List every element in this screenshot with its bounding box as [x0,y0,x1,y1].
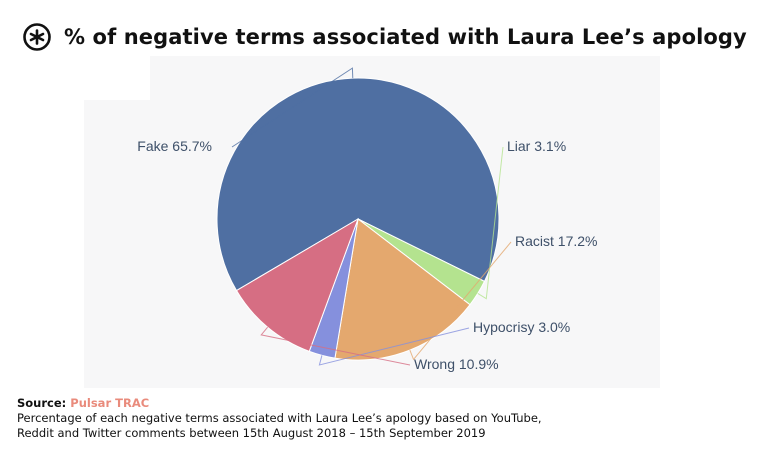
plot-background-left [84,100,150,388]
pie-leader-line [231,67,354,148]
pie-slice-label: Fake 65.7% [137,138,212,154]
pie-leader-line [260,326,411,366]
pie-leader-line [477,146,504,300]
pie-slice-label: Racist 17.2% [515,233,597,249]
header: % of negative terms associated with Laur… [22,19,747,55]
pie-slice-label: Wrong 10.9% [414,356,499,372]
source-label: Source: [17,396,67,410]
source-link[interactable]: Pulsar TRAC [70,396,150,410]
page-title: % of negative terms associated with Laur… [64,25,747,49]
pulsar-logo-icon [23,23,51,51]
pie-slice-label: Hypocrisy 3.0% [473,319,570,335]
caption-line-1: Percentage of each negative terms associ… [17,411,542,425]
caption-line-2: Reddit and Twitter comments between 15th… [17,426,486,440]
pie-leader-line [409,241,512,361]
footer: Source: Pulsar TRAC Percentage of each n… [17,396,757,441]
source-line: Source: Pulsar TRAC [17,396,757,411]
pie-leader-line [318,327,470,366]
pie-slice-label: Liar 3.1% [507,138,566,154]
